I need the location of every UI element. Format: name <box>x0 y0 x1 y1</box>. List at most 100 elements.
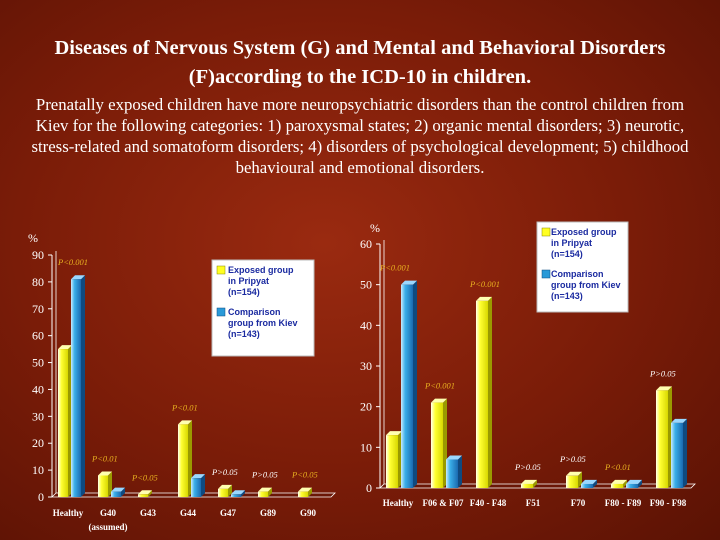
chart-left-bar-side <box>268 487 272 497</box>
chart-right-p-value-annotation: P<0.001 <box>469 279 500 289</box>
chart-left-bar-side <box>148 490 152 497</box>
chart-left-category-label: G44 <box>180 508 197 518</box>
chart-right-p-value-annotation: P>0.05 <box>649 368 676 378</box>
chart-left-category-label: G43 <box>140 508 157 518</box>
chart-left-legend-comparison-text: (n=143) <box>228 329 260 339</box>
chart-left-bar-top <box>231 490 245 495</box>
chart-left-p-value-annotation: P<0.05 <box>131 472 158 482</box>
chart-right-legend-box <box>536 221 629 313</box>
chart-left-bar-side <box>121 487 125 497</box>
chart-right-category-label: F40 - F48 <box>470 498 507 508</box>
chart-right-p-value-annotation: P>0.05 <box>559 454 586 464</box>
chart-right-bar-comparison <box>671 422 683 488</box>
chart-right-bar-top <box>581 479 597 484</box>
chart-left-bar-exposed <box>218 488 228 497</box>
chart-left-bar-top <box>98 471 112 476</box>
chart-right-bar-top <box>401 280 417 285</box>
chart-right-legend-swatch-comparison <box>541 269 551 279</box>
chart-right-bar-exposed <box>431 402 443 488</box>
chart-right-bar-side <box>593 479 597 488</box>
chart-left-bar-exposed <box>258 491 268 497</box>
chart-left-bar-exposed <box>138 494 148 497</box>
chart-left-y-tick-label: 10 <box>32 463 44 477</box>
chart-right-y-tick-label: 50 <box>360 278 372 292</box>
chart-right-y-tick-label: 30 <box>360 359 372 373</box>
chart-left-bar-comparison <box>231 494 241 497</box>
chart-right-bar-comparison <box>581 483 593 488</box>
chart-left-legend-exposed-text: (n=154) <box>228 287 260 297</box>
chart-right-y-tick-label: 10 <box>360 440 372 454</box>
slide-title: Diseases of Nervous System (G) and Menta… <box>54 37 666 88</box>
chart-left-bar-top <box>218 484 232 489</box>
chart-left-y-tick-label: 30 <box>32 409 44 423</box>
chart-left-y-tick-label: 70 <box>32 302 44 316</box>
chart-left-bar-top <box>258 487 272 492</box>
chart-left-legend-swatch-exposed <box>216 265 226 275</box>
chart-left-y-tick-label: 20 <box>32 436 44 450</box>
chart-left-bar-side <box>228 484 232 497</box>
chart-left-y-tick-label: 60 <box>32 329 44 343</box>
chart-right-legend-comparison-text: group from Kiev <box>551 280 621 290</box>
chart-left-legend-exposed-text: Exposed group <box>228 265 294 275</box>
chart-left-bar-exposed <box>98 475 108 497</box>
chart-left-bar-top <box>58 345 72 350</box>
chart-left-legend-comparison-text: group from Kiev <box>228 318 298 328</box>
chart-right-bar-top <box>671 418 687 423</box>
chart-left-category-note: (assumed) <box>88 522 127 532</box>
chart-left-unit-label: % <box>28 231 38 245</box>
chart-left-p-value-annotation: P<0.05 <box>291 470 318 480</box>
chart-left-bar-exposed <box>298 491 308 497</box>
chart-left-bar-side <box>201 474 205 497</box>
chart-right-bar-side <box>638 479 642 488</box>
chart-right-category-label: F70 <box>571 498 586 508</box>
chart-left-bar-exposed <box>178 424 188 497</box>
chart-right-bar-exposed <box>386 435 398 488</box>
chart-right-bar-top <box>386 431 402 436</box>
chart-right-bar-side <box>488 296 492 488</box>
chart-right-bar-side <box>623 479 627 488</box>
chart-left-legend-box <box>211 259 315 357</box>
slide-subtitle: Prenatally exposed children have more ne… <box>31 95 689 177</box>
chart-right-legend-comparison-text: (n=143) <box>551 291 583 301</box>
chart-right-bar-exposed <box>521 483 533 488</box>
chart-left-category-label: G89 <box>260 508 277 518</box>
chart-left-y-tick-label: 40 <box>32 382 44 396</box>
chart-right-y-tick-label: 0 <box>366 481 372 495</box>
chart-left-bar-comparison <box>71 279 81 497</box>
chart-left-category-label: G90 <box>300 508 317 518</box>
chart-left-bar-side <box>108 471 112 497</box>
chart-right-legend-swatch-exposed <box>541 227 551 237</box>
chart-left-category-label: Healthy <box>53 508 84 518</box>
chart-right-legend-comparison-text: Comparison <box>551 269 604 279</box>
chart-right-legend-exposed-text: Exposed group <box>551 227 617 237</box>
chart-right-bar-top <box>626 479 642 484</box>
chart-right-p-value-annotation: P<0.01 <box>604 462 631 472</box>
chart-left-legend-swatch-comparison <box>216 307 226 317</box>
chart-right-floor <box>379 483 696 489</box>
chart-left-p-value-annotation: P<0.001 <box>57 257 88 267</box>
chart-right-category-label: Healthy <box>383 498 414 508</box>
chart-right-bar-top <box>431 398 447 403</box>
chart-right-category-label: F90 - F98 <box>650 498 687 508</box>
chart-left-y-tick-label: 80 <box>32 275 44 289</box>
chart-left-y-tick-label: 0 <box>38 490 44 504</box>
chart-left-bar-side <box>188 420 192 497</box>
chart-left-y-tick-label: 90 <box>32 248 44 262</box>
chart-left-bar-top <box>71 275 85 280</box>
chart-right-y-tick-label: 40 <box>360 318 372 332</box>
chart-right-bar-exposed <box>656 390 668 488</box>
chart-left-legend-exposed-text: in Pripyat <box>228 276 269 286</box>
chart-right-category-label: F06 & F07 <box>423 498 464 508</box>
chart-left-category-label: G47 <box>220 508 237 518</box>
chart-right-unit-label: % <box>370 221 380 235</box>
chart-left-p-value-annotation: P>0.05 <box>251 470 278 480</box>
chart-left-y-tick-label: 50 <box>32 356 44 370</box>
chart-right-bar-side <box>533 479 537 488</box>
chart-right-bar-side <box>458 455 462 488</box>
chart-right-bar-comparison <box>446 459 458 488</box>
chart-right-bar-comparison <box>401 284 413 488</box>
chart-left-legend-comparison-text: Comparison <box>228 307 281 317</box>
chart-right-legend-exposed-text: (n=154) <box>551 249 583 259</box>
chart-left-bar-top <box>178 420 192 425</box>
